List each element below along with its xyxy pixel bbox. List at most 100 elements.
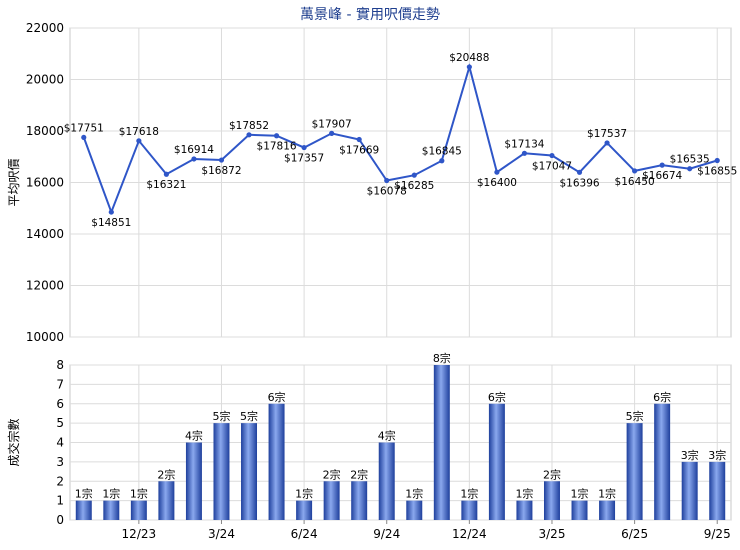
volume-data-label: 1宗 bbox=[571, 487, 589, 501]
volume-bar bbox=[103, 500, 120, 520]
x-tick-label: 3/25 bbox=[539, 527, 566, 541]
price-point bbox=[384, 177, 390, 184]
x-tick-label: 6/24 bbox=[291, 527, 318, 541]
volume-bar bbox=[599, 500, 616, 520]
price-point bbox=[439, 158, 445, 164]
volume-bar bbox=[626, 423, 643, 520]
price-data-label: $16674 bbox=[642, 170, 682, 182]
volume-bar bbox=[406, 500, 423, 520]
price-y-tick-label: 16000 bbox=[26, 176, 64, 190]
volume-bar bbox=[323, 481, 340, 520]
volume-data-label: 2宗 bbox=[323, 467, 341, 481]
price-y-tick-label: 20000 bbox=[26, 73, 64, 87]
volume-bar bbox=[543, 481, 560, 520]
volume-bar bbox=[654, 403, 671, 520]
price-data-label: $17537 bbox=[587, 128, 627, 140]
x-tick-label: 9/25 bbox=[704, 527, 731, 541]
volume-data-label: 1宗 bbox=[405, 487, 423, 501]
price-data-label: $16396 bbox=[559, 177, 599, 189]
price-point bbox=[659, 162, 665, 168]
price-data-label: $16535 bbox=[670, 154, 710, 166]
volume-bar bbox=[75, 500, 92, 520]
price-point bbox=[714, 157, 720, 164]
price-point bbox=[687, 166, 693, 172]
volume-bar bbox=[351, 481, 368, 520]
price-point bbox=[108, 209, 114, 215]
price-data-label: $16845 bbox=[422, 146, 462, 158]
price-point bbox=[81, 134, 87, 141]
price-data-label: $16872 bbox=[201, 165, 241, 177]
volume-y-tick-label: 6 bbox=[56, 397, 64, 411]
volume-data-label: 1宗 bbox=[515, 487, 533, 501]
price-point bbox=[466, 64, 472, 70]
price-data-label: $17669 bbox=[339, 145, 379, 157]
price-y-tick-label: 18000 bbox=[26, 124, 64, 138]
volume-data-label: 6宗 bbox=[268, 390, 286, 404]
price-data-label: $16321 bbox=[146, 179, 186, 191]
price-data-label: $16400 bbox=[477, 177, 517, 189]
price-data-label: $16855 bbox=[697, 165, 737, 177]
price-point bbox=[163, 171, 169, 177]
price-point bbox=[273, 133, 280, 139]
price-data-label: $16078 bbox=[367, 185, 407, 197]
volume-bar bbox=[709, 461, 726, 520]
volume-data-label: 4宗 bbox=[378, 429, 396, 443]
price-data-label: $17047 bbox=[532, 161, 572, 173]
x-tick-label: 3/24 bbox=[208, 527, 235, 541]
volume-bar bbox=[516, 500, 533, 520]
volume-y-tick-label: 3 bbox=[56, 455, 64, 469]
volume-data-label: 8宗 bbox=[433, 351, 451, 365]
price-data-label: $17618 bbox=[119, 126, 159, 138]
price-data-label: $14851 bbox=[91, 217, 131, 229]
price-point bbox=[356, 136, 362, 143]
volume-bar bbox=[241, 423, 258, 520]
volume-data-label: 6宗 bbox=[488, 390, 506, 404]
x-tick-label: 6/25 bbox=[621, 527, 648, 541]
volume-data-label: 1宗 bbox=[598, 487, 616, 501]
volume-y-tick-label: 1 bbox=[56, 494, 64, 508]
price-data-label: $17134 bbox=[504, 138, 544, 150]
price-y-tick-label: 12000 bbox=[26, 279, 64, 293]
price-point bbox=[218, 157, 225, 163]
price-data-label: $17816 bbox=[257, 141, 297, 153]
volume-data-label: 6宗 bbox=[653, 390, 671, 404]
chart-title: 萬景峰 - 實用呎價走勢 bbox=[300, 7, 440, 23]
volume-bar bbox=[158, 481, 175, 520]
price-point bbox=[411, 172, 417, 178]
volume-data-label: 2宗 bbox=[543, 467, 561, 481]
price-data-label: $17852 bbox=[229, 120, 269, 132]
volume-data-label: 5宗 bbox=[240, 409, 258, 423]
volume-y-tick-label: 4 bbox=[56, 436, 64, 450]
price-point bbox=[494, 169, 500, 175]
volume-bar bbox=[433, 365, 450, 520]
price-data-label: $17907 bbox=[312, 118, 352, 130]
volume-data-label: 1宗 bbox=[295, 487, 313, 501]
volume-bar bbox=[378, 442, 395, 520]
volume-bar bbox=[488, 403, 505, 520]
volume-data-label: 1宗 bbox=[130, 487, 148, 501]
price-point bbox=[301, 144, 307, 151]
price-y-axis-title: 平均呎價 bbox=[7, 158, 21, 206]
volume-y-tick-label: 2 bbox=[56, 474, 64, 488]
volume-bar bbox=[130, 500, 147, 520]
price-point bbox=[329, 130, 335, 136]
x-tick-label: 12/23 bbox=[122, 527, 157, 541]
price-data-label: $20488 bbox=[449, 52, 489, 64]
volume-y-tick-label: 8 bbox=[56, 358, 64, 372]
volume-data-label: 3宗 bbox=[681, 448, 699, 462]
price-y-tick-label: 10000 bbox=[26, 330, 64, 344]
volume-data-label: 3宗 bbox=[708, 448, 726, 462]
price-data-label: $17751 bbox=[64, 122, 104, 134]
volume-y-tick-label: 5 bbox=[56, 416, 64, 430]
volume-data-label: 1宗 bbox=[460, 487, 478, 501]
price-point bbox=[576, 169, 583, 175]
price-data-label: $16914 bbox=[174, 144, 214, 156]
price-data-label: $16285 bbox=[394, 180, 434, 192]
volume-data-label: 2宗 bbox=[157, 467, 175, 481]
volume-bar bbox=[681, 461, 698, 520]
price-y-tick-label: 22000 bbox=[26, 21, 64, 35]
x-tick-label: 9/24 bbox=[373, 527, 400, 541]
price-point bbox=[136, 138, 142, 144]
price-point bbox=[246, 132, 252, 138]
